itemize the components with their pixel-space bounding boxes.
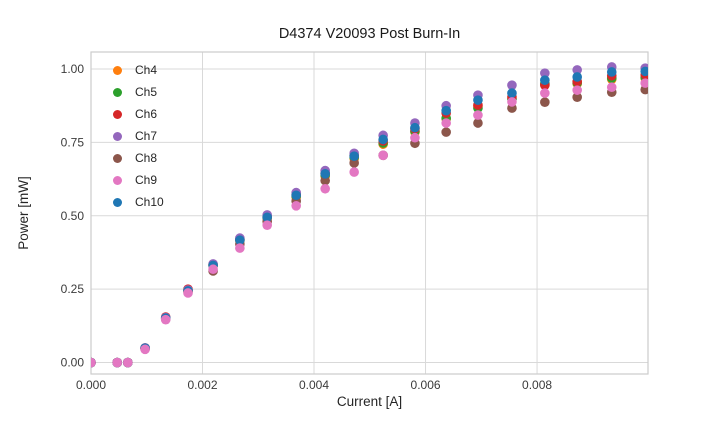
y-tick-label: 0.50 bbox=[61, 209, 85, 223]
legend-label: Ch7 bbox=[135, 129, 158, 143]
data-point-ch9 bbox=[410, 132, 420, 143]
data-point-ch9 bbox=[235, 243, 245, 253]
data-point-ch9 bbox=[473, 110, 483, 120]
y-tick-label: 0.75 bbox=[61, 135, 85, 149]
legend-marker-icon bbox=[113, 175, 122, 185]
data-point-ch7 bbox=[540, 68, 550, 78]
legend: Ch4 Ch5 Ch6 Ch7 Ch8 Ch9 Ch10 bbox=[103, 59, 164, 213]
legend-label: Ch9 bbox=[135, 173, 158, 187]
data-point-ch9 bbox=[640, 78, 648, 88]
data-point-ch9 bbox=[262, 220, 272, 230]
y-axis-label: Power [mW] bbox=[16, 176, 31, 250]
data-point-ch9 bbox=[606, 82, 617, 93]
data-point-ch10 bbox=[410, 122, 420, 133]
data-point-ch7 bbox=[507, 80, 517, 90]
data-point-ch9 bbox=[112, 357, 123, 368]
x-tick-label: 0.008 bbox=[522, 378, 552, 392]
legend-label: Ch6 bbox=[135, 107, 158, 121]
y-tick-label: 1.00 bbox=[61, 62, 85, 76]
data-point-ch9 bbox=[572, 85, 582, 95]
data-point-ch8 bbox=[572, 92, 582, 103]
legend-marker-icon bbox=[113, 87, 122, 97]
data-point-ch10 bbox=[572, 72, 582, 82]
y-tick-label: 0.00 bbox=[61, 356, 85, 370]
data-point-ch9 bbox=[320, 183, 330, 194]
x-tick-label: 0.006 bbox=[411, 378, 441, 392]
data-point-ch9 bbox=[208, 264, 218, 275]
legend-marker-icon bbox=[113, 131, 122, 141]
y-tick-label: 0.25 bbox=[61, 282, 85, 296]
scatter-layer bbox=[91, 62, 648, 368]
data-point-ch10 bbox=[473, 95, 483, 105]
data-point-ch9 bbox=[122, 357, 133, 368]
legend-marker-icon bbox=[113, 197, 122, 207]
data-point-ch10 bbox=[235, 235, 245, 245]
legend-marker-icon bbox=[113, 109, 122, 119]
x-tick-label: 0.004 bbox=[299, 378, 329, 392]
x-tick-label: 0.002 bbox=[187, 378, 217, 392]
data-point-ch9 bbox=[91, 357, 96, 368]
data-point-ch9 bbox=[160, 314, 171, 325]
data-point-ch10 bbox=[507, 88, 517, 98]
legend-label: Ch4 bbox=[135, 63, 158, 77]
data-point-ch8 bbox=[540, 97, 550, 107]
legend-item-ch6: Ch6 bbox=[103, 103, 164, 125]
x-tick-label: 0.000 bbox=[76, 378, 106, 392]
data-point-ch7 bbox=[572, 65, 582, 75]
legend-label: Ch10 bbox=[135, 195, 164, 209]
legend-item-ch10: Ch10 bbox=[103, 191, 164, 213]
legend-item-ch4: Ch4 bbox=[103, 59, 164, 81]
data-point-ch10 bbox=[606, 67, 617, 77]
data-point-ch8 bbox=[473, 118, 483, 128]
data-point-ch10 bbox=[441, 105, 451, 116]
data-point-ch10 bbox=[540, 75, 550, 85]
data-point-ch10 bbox=[291, 190, 301, 201]
data-point-ch8 bbox=[349, 158, 359, 168]
data-point-ch10 bbox=[320, 169, 330, 179]
data-point-ch9 bbox=[507, 97, 517, 107]
data-point-ch9 bbox=[140, 344, 150, 355]
legend-marker-icon bbox=[113, 65, 122, 75]
data-point-ch10 bbox=[349, 151, 359, 162]
data-point-ch8 bbox=[320, 175, 330, 186]
legend-item-ch5: Ch5 bbox=[103, 81, 164, 103]
chart-title: D4374 V20093 Post Burn-In bbox=[278, 26, 461, 42]
data-point-ch9 bbox=[349, 167, 359, 177]
data-point-ch9 bbox=[378, 150, 388, 161]
x-axis-label: Current [A] bbox=[336, 394, 403, 409]
data-point-ch9 bbox=[441, 118, 451, 128]
legend-item-ch7: Ch7 bbox=[103, 125, 164, 147]
data-point-ch10 bbox=[640, 66, 648, 77]
data-point-ch9 bbox=[540, 88, 550, 98]
legend-label: Ch8 bbox=[135, 151, 158, 165]
legend-item-ch9: Ch9 bbox=[103, 169, 164, 191]
data-point-ch9 bbox=[183, 288, 193, 298]
data-point-ch8 bbox=[441, 127, 451, 137]
axes-frame bbox=[90, 51, 649, 375]
data-point-ch10 bbox=[262, 212, 272, 223]
legend-label: Ch5 bbox=[135, 85, 158, 99]
legend-item-ch8: Ch8 bbox=[103, 147, 164, 169]
legend-marker-icon bbox=[113, 153, 122, 163]
data-point-ch10 bbox=[378, 134, 388, 145]
data-point-ch9 bbox=[291, 201, 301, 211]
